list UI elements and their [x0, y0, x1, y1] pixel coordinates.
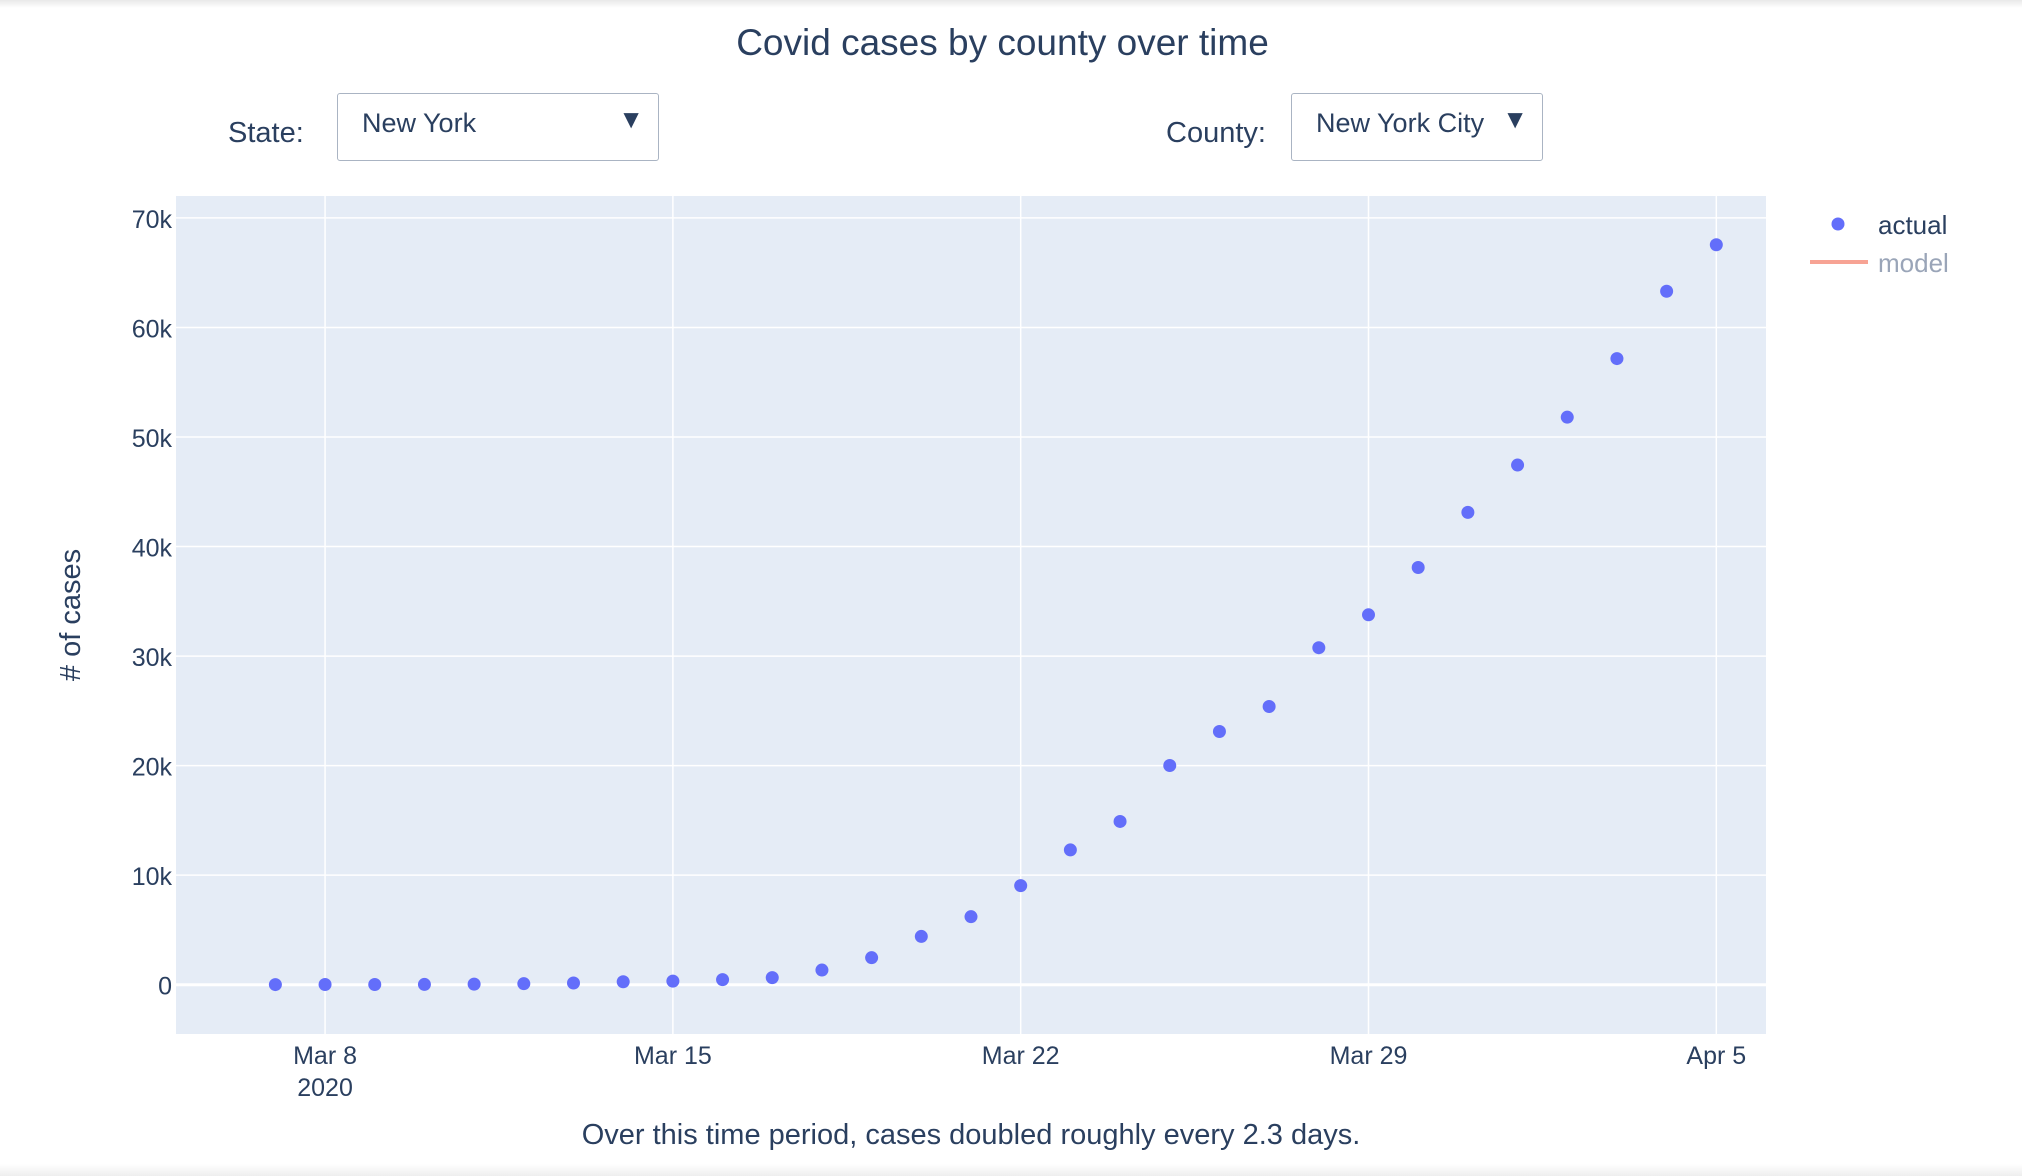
data-point — [914, 929, 928, 943]
legend-actual-marker — [1831, 217, 1845, 231]
data-point — [368, 977, 382, 991]
data-point — [1262, 699, 1276, 713]
data-point — [666, 974, 680, 988]
y-axis-ticks: 0 10k 20k 30k 40k 50k 60k 70k — [132, 206, 173, 1001]
data-point — [765, 971, 779, 985]
data-point — [1212, 725, 1226, 739]
data-point — [1560, 410, 1574, 424]
data-point — [268, 978, 282, 992]
grid-lines — [176, 196, 1766, 1034]
y-tick-label: 50k — [132, 425, 173, 453]
x-tick-sublabel: 2020 — [297, 1074, 353, 1102]
y-tick-label: 0 — [158, 973, 172, 1001]
county-dropdown[interactable]: New York City ▼ — [1291, 93, 1543, 161]
data-point — [467, 977, 481, 991]
y-tick-label: 30k — [132, 644, 173, 672]
x-tick-label: Mar 8 — [293, 1042, 357, 1070]
county-label: County: — [1166, 117, 1266, 149]
legend-model-label: model — [1878, 248, 1949, 278]
state-dropdown-value: New York — [362, 108, 477, 138]
y-tick-label: 10k — [132, 863, 173, 891]
data-point — [1063, 843, 1077, 857]
bottom-shade — [0, 1164, 2022, 1176]
top-shade — [0, 0, 2022, 8]
legend: actual model — [1810, 210, 1949, 278]
data-point — [517, 977, 531, 991]
y-tick-label: 70k — [132, 206, 173, 234]
data-point — [1362, 608, 1375, 622]
data-point — [1660, 284, 1674, 298]
legend-actual-label: actual — [1878, 210, 1947, 240]
y-tick-label: 20k — [132, 754, 173, 782]
data-point — [1709, 238, 1723, 252]
data-point — [417, 977, 431, 991]
data-point — [1163, 759, 1177, 773]
chevron-down-icon: ▼ — [1502, 104, 1528, 134]
x-axis-ticks: Mar 8 2020 Mar 15 Mar 22 Mar 29 Apr 5 — [293, 1042, 1746, 1102]
series-actual-markers — [268, 238, 1723, 992]
data-point — [1014, 879, 1028, 893]
y-axis-label: # of cases — [55, 549, 87, 681]
data-point — [964, 910, 978, 924]
state-dropdown[interactable]: New York ▼ — [337, 93, 659, 161]
data-point — [1511, 458, 1525, 472]
data-point — [1461, 505, 1475, 519]
data-point — [1411, 560, 1425, 574]
data-point — [1113, 814, 1127, 828]
chevron-down-icon: ▼ — [618, 104, 644, 134]
y-tick-label: 40k — [132, 535, 173, 563]
legend-item-model[interactable]: model — [1810, 248, 1949, 278]
data-point — [865, 951, 879, 965]
x-tick-label: Apr 5 — [1686, 1042, 1746, 1070]
data-point — [1610, 352, 1624, 366]
chart-title: Covid cases by county over time — [736, 22, 1269, 63]
data-point — [815, 963, 829, 977]
plot-area — [176, 196, 1766, 1034]
y-tick-label: 60k — [132, 315, 173, 343]
x-tick-label: Mar 29 — [1330, 1042, 1408, 1070]
data-point — [616, 975, 630, 989]
caption: Over this time period, cases doubled rou… — [581, 1119, 1361, 1151]
state-label: State: — [228, 117, 304, 149]
x-tick-label: Mar 22 — [982, 1042, 1060, 1070]
data-point — [1312, 641, 1326, 655]
data-point — [716, 973, 730, 987]
data-point — [567, 976, 580, 990]
legend-item-actual[interactable]: actual — [1831, 210, 1948, 240]
x-tick-label: Mar 15 — [634, 1042, 712, 1070]
county-dropdown-value: New York City — [1316, 108, 1485, 138]
data-point — [318, 977, 332, 991]
